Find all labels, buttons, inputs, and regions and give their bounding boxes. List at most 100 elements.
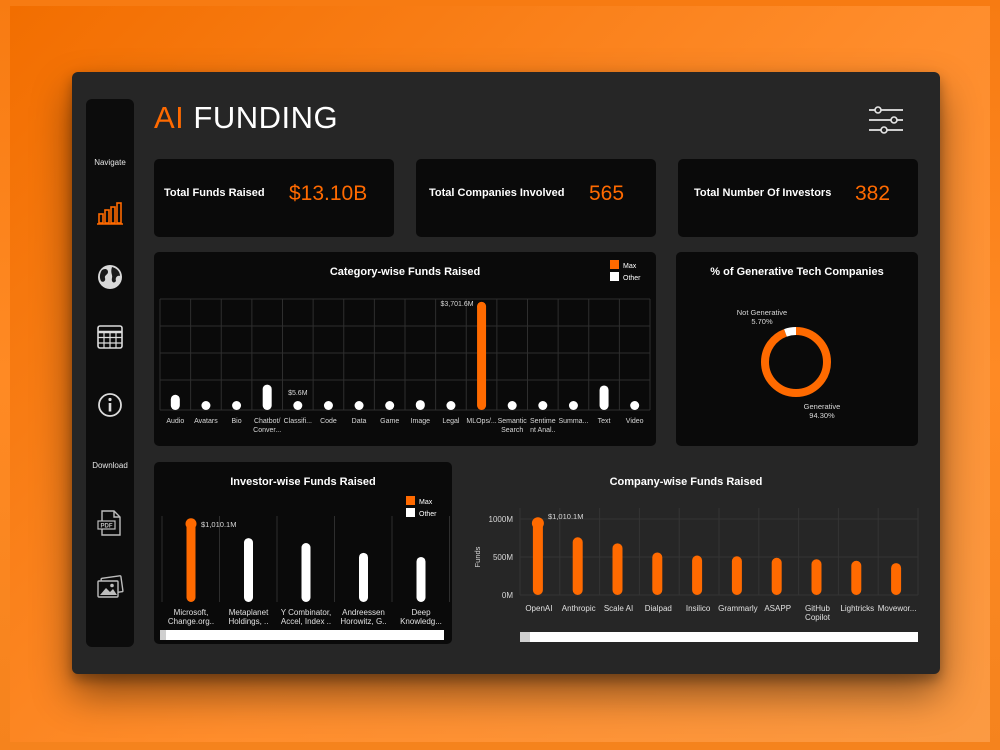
scrollbar-thumb[interactable] — [520, 632, 530, 642]
data-label: $1,010.1M — [201, 520, 236, 529]
slice-name: Not Generative — [737, 308, 787, 317]
x-tick-label: Movewor... — [878, 604, 917, 613]
legend-other-label: Other — [419, 511, 437, 518]
chart-title: Company-wise Funds Raised — [609, 476, 763, 488]
bar — [477, 301, 487, 410]
x-tick-label: Anthropic — [562, 604, 596, 613]
bar-cap — [531, 517, 544, 530]
x-tick-label: Deep — [411, 608, 431, 617]
sidebar: Navigate Download — [86, 99, 134, 647]
bar — [186, 519, 196, 602]
bar — [446, 401, 456, 410]
legend-other-swatch — [406, 508, 415, 517]
kpi-label: Total Number Of Investors — [694, 187, 832, 199]
bar — [232, 401, 242, 410]
bar — [244, 538, 253, 602]
bar — [692, 555, 703, 595]
title-accent: AI — [154, 100, 185, 135]
legend-other-swatch — [610, 272, 619, 281]
kpi-value: 565 — [589, 182, 625, 205]
filter-sliders-icon[interactable] — [868, 106, 904, 134]
horizontal-scrollbar[interactable] — [160, 630, 444, 640]
bar-cap — [477, 301, 487, 311]
horizontal-scrollbar[interactable] — [520, 632, 918, 642]
svg-text:PDF: PDF — [101, 524, 113, 530]
kpi-card-total-funds: Total Funds Raised $13.10B — [154, 159, 394, 237]
x-tick-label: Search — [501, 427, 523, 434]
x-tick-label: Grammarly — [718, 604, 758, 613]
bar — [568, 401, 578, 410]
chart-title: % of Generative Tech Companies — [710, 266, 884, 278]
bar-cap — [185, 518, 197, 530]
generative-donut-card: % of Generative Tech Companies Not Gener… — [676, 252, 918, 446]
kpi-card-total-companies: Total Companies Involved 565 — [416, 159, 656, 237]
kpi-card-total-investors: Total Number Of Investors 382 — [678, 159, 918, 237]
bar — [532, 518, 543, 595]
bar — [811, 559, 822, 595]
bar — [572, 537, 583, 595]
x-tick-label: MLOps/... — [466, 418, 496, 425]
image-icon[interactable] — [96, 573, 124, 601]
bar — [354, 401, 364, 410]
x-tick-label: Metaplanet — [229, 608, 269, 617]
x-tick-label: Audio — [166, 418, 184, 425]
x-tick-label: Game — [380, 418, 399, 425]
slice-name: Generative — [804, 402, 841, 411]
kpi-label: Total Companies Involved — [429, 187, 565, 199]
x-tick-label: Y Combinator, — [281, 608, 332, 617]
data-label: $3,701.6M — [440, 301, 473, 308]
y-tick-label: 500M — [493, 553, 513, 562]
bar — [652, 552, 663, 595]
company-chart-area: Company-wise Funds Raised 0M 500M 1000M Fun… — [466, 462, 926, 644]
globe-icon[interactable] — [96, 263, 124, 291]
bar — [851, 560, 862, 595]
donut-ring — [761, 327, 831, 397]
x-tick-label: Code — [320, 418, 337, 425]
legend-max-swatch — [406, 496, 415, 505]
x-tick-label: Bio — [232, 418, 242, 425]
navigate-label: Navigate — [94, 158, 126, 167]
x-tick-label: Knowledg... — [400, 617, 442, 626]
bar — [385, 401, 395, 410]
investor-chart-card: Investor-wise Funds Raised Microsoft, Cha… — [154, 462, 452, 644]
bar — [262, 384, 272, 410]
x-tick-label: Chatbot/ — [254, 418, 281, 425]
y-axis-label: Funds — [473, 546, 482, 567]
page-title: AI FUNDING — [154, 100, 338, 136]
x-tick-label: Semantic — [498, 418, 528, 425]
x-tick-label: Sentime — [530, 418, 556, 425]
info-icon[interactable] — [96, 391, 124, 419]
pdf-icon[interactable]: PDF — [96, 509, 124, 537]
x-tick-label: Scale AI — [604, 604, 633, 613]
bar — [630, 401, 640, 410]
x-tick-label: Holdings, .. — [228, 617, 268, 626]
x-tick-label: Avatars — [194, 418, 218, 425]
x-tick-label: Change.org.. — [168, 617, 214, 626]
kpi-label: Total Funds Raised — [164, 187, 265, 199]
x-tick-label: Conver... — [253, 427, 281, 434]
x-tick-label: GitHub — [805, 604, 830, 613]
x-tick-label: Horowitz, G.. — [340, 617, 386, 626]
investor-chart: Microsoft,Change.org.. MetaplanetHoldings… — [161, 496, 450, 626]
x-tick-label: Summa... — [558, 418, 588, 425]
bar — [891, 563, 902, 595]
bar — [538, 401, 548, 410]
bar — [731, 556, 742, 595]
category-chart: Audio Avatars Bio Chatbot/Conver...Classifi… — [159, 260, 651, 434]
donut-slice — [761, 327, 831, 397]
dashboard-panel: Navigate Download — [72, 72, 940, 674]
bar — [415, 400, 425, 410]
chart-title: Category-wise Funds Raised — [329, 266, 481, 278]
bar — [293, 401, 303, 410]
x-tick-label: OpenAI — [525, 604, 552, 613]
y-tick-label: 1000M — [489, 515, 514, 524]
bar-chart-icon[interactable] — [96, 199, 124, 227]
x-tick-label: Text — [598, 418, 611, 425]
y-tick-label: 0M — [502, 591, 513, 600]
chart-title: Investor-wise Funds Raised — [230, 476, 376, 488]
x-tick-label: Video — [626, 418, 644, 425]
scrollbar-thumb[interactable] — [160, 630, 166, 640]
table-icon[interactable] — [96, 323, 124, 351]
x-tick-label: Copilot — [805, 613, 831, 622]
slice-label: 94.30% — [809, 411, 835, 420]
